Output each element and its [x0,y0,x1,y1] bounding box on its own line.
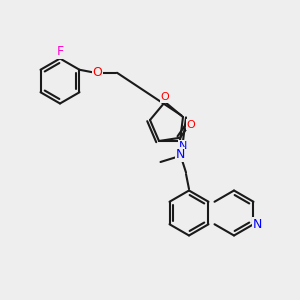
Text: N: N [252,218,262,231]
Text: N: N [179,140,187,151]
Text: O: O [186,119,195,130]
Text: N: N [175,148,185,161]
Text: F: F [56,45,64,58]
Text: O: O [92,66,102,79]
Text: O: O [160,92,169,103]
